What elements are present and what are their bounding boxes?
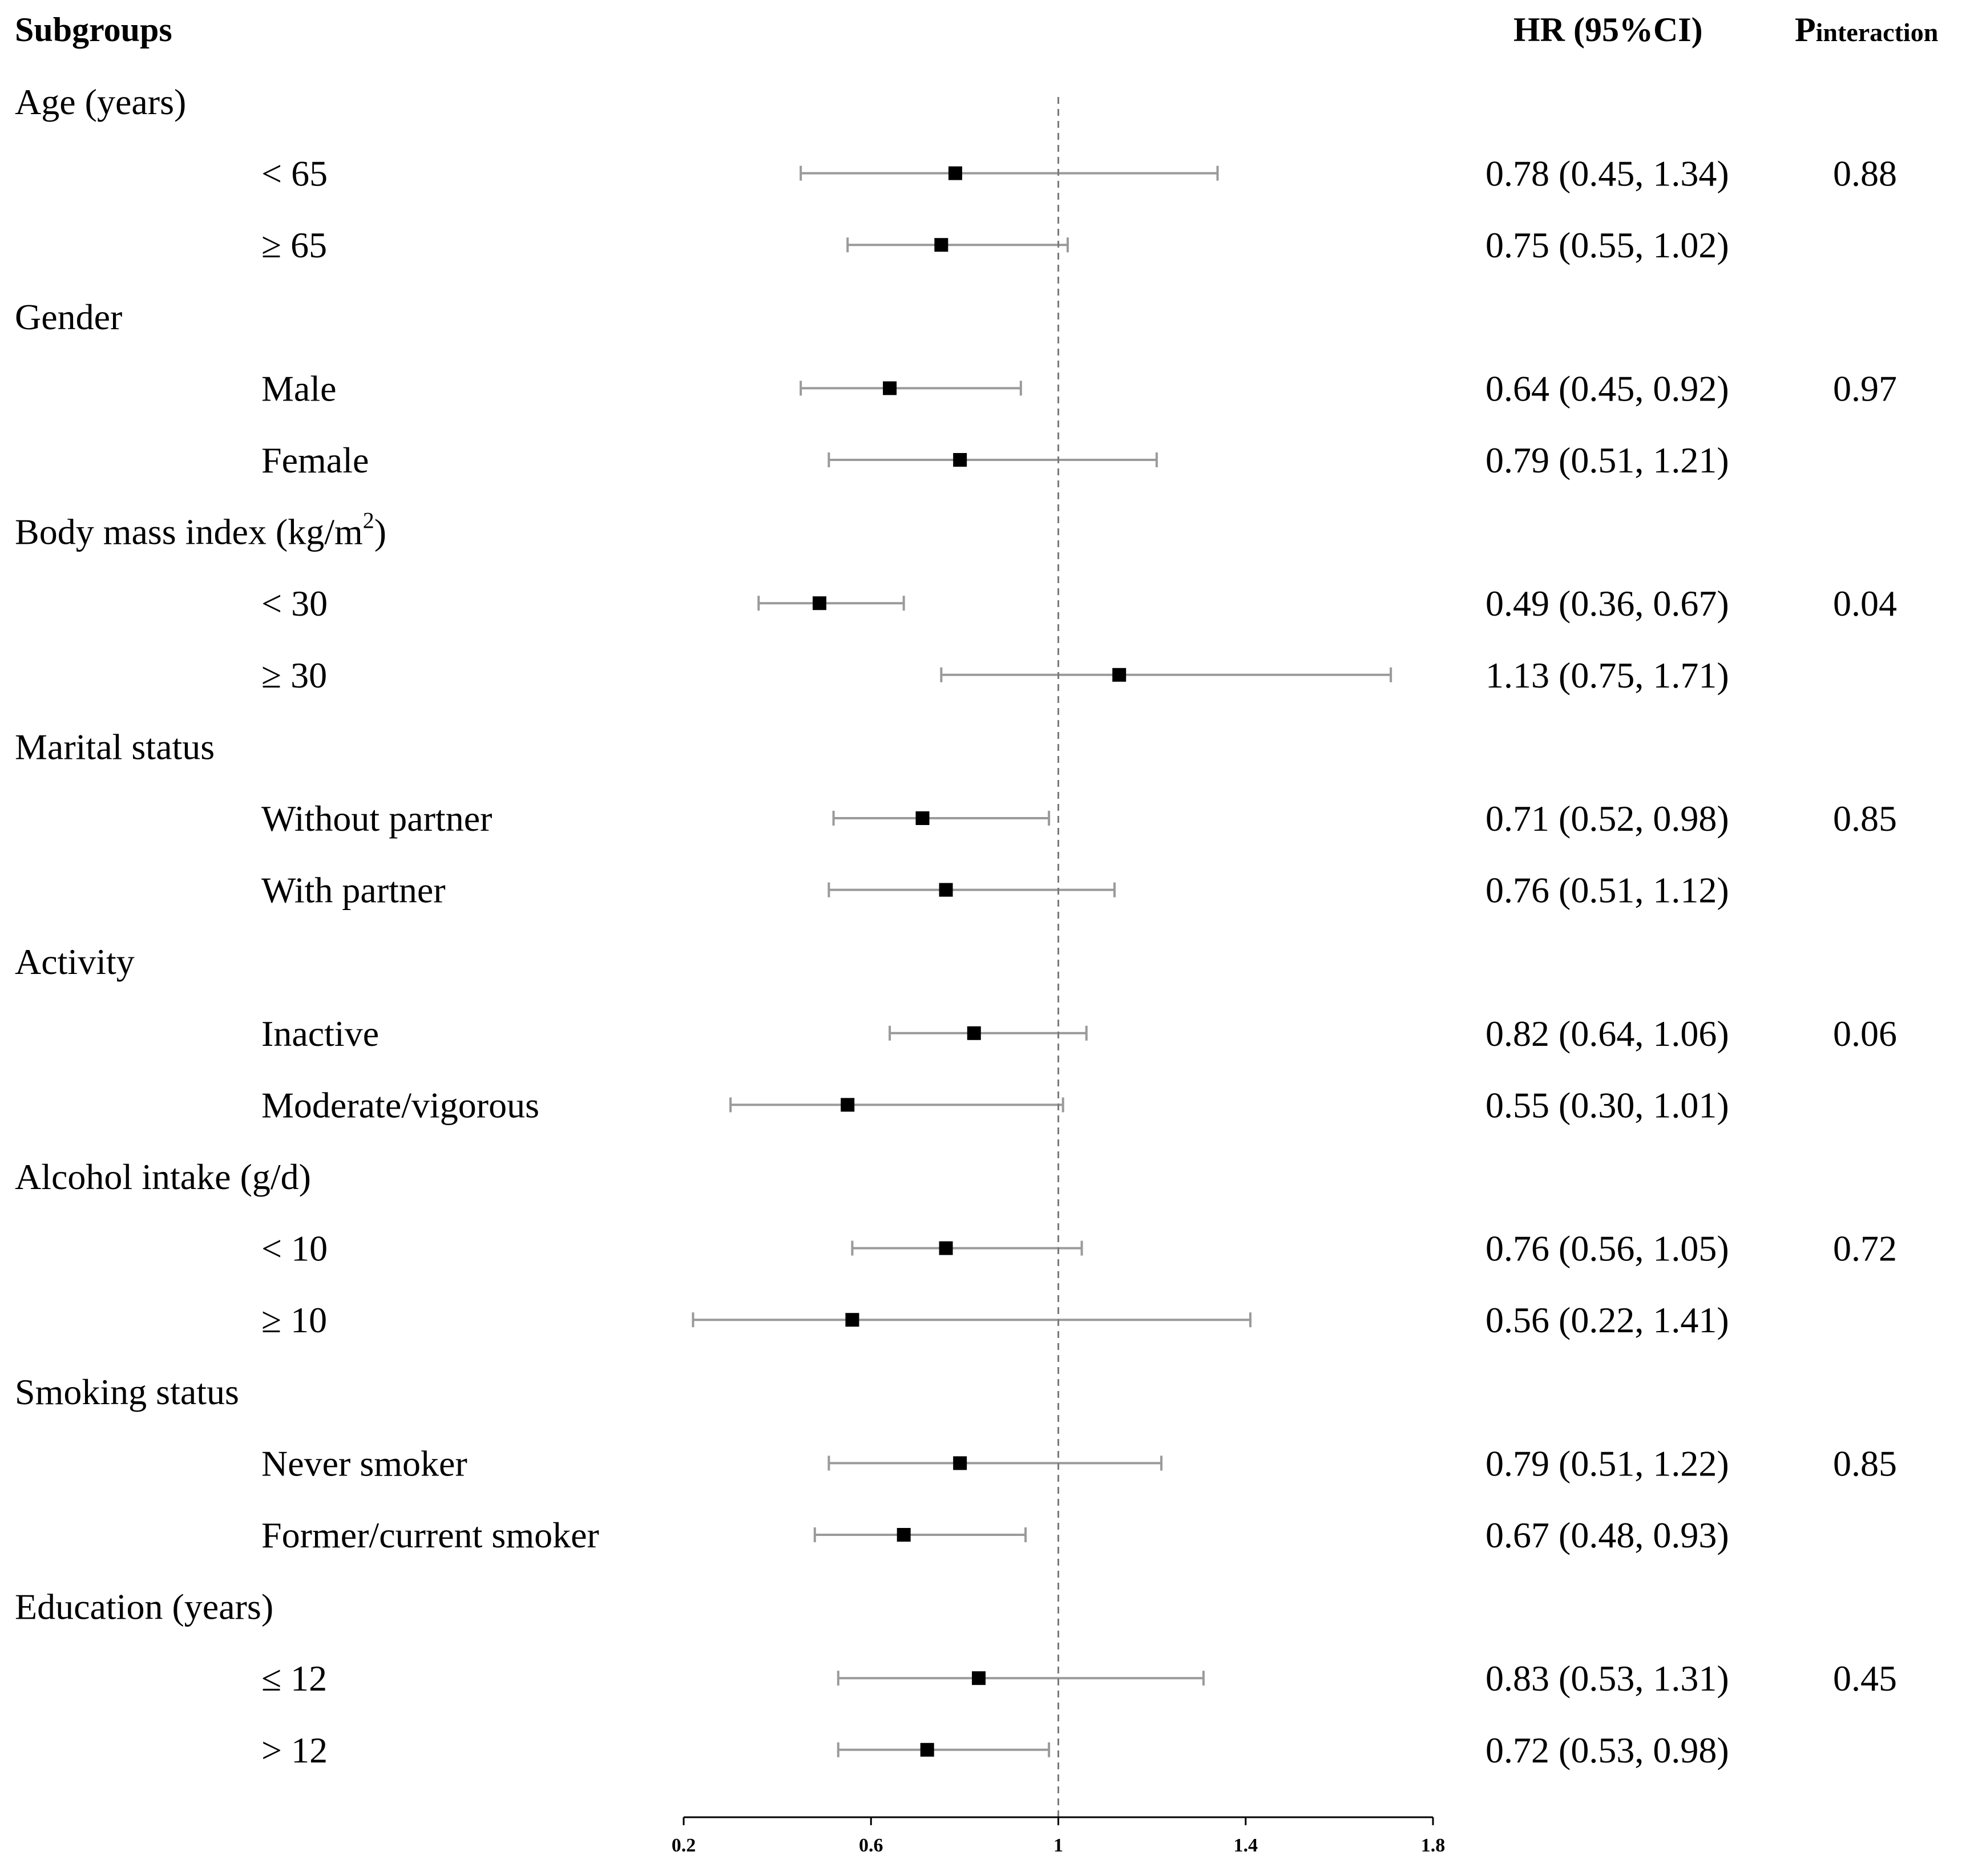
- p-interaction-value: 0.04: [1833, 583, 1897, 624]
- hr-ci-value: 0.76 (0.56, 1.05): [1485, 1228, 1729, 1269]
- subgroup-label: < 30: [261, 583, 328, 624]
- group-label-text: Alcohol intake (g/d): [15, 1157, 311, 1197]
- hr-point-marker: [1112, 668, 1127, 682]
- hr-ci-value: 0.49 (0.36, 0.67): [1485, 583, 1729, 624]
- hr-point-marker: [939, 883, 953, 897]
- hr-ci-value: 0.55 (0.30, 1.01): [1485, 1085, 1729, 1125]
- group-label: Activity: [15, 941, 135, 982]
- group-label-text: Gender: [15, 297, 122, 337]
- hr-ci-value: 1.13 (0.75, 1.71): [1485, 655, 1729, 696]
- hr-point-marker: [953, 1456, 967, 1470]
- hr-point-marker: [934, 238, 948, 252]
- hr-ci-value: 0.75 (0.55, 1.02): [1485, 225, 1729, 265]
- group-label-text: Body mass index (kg/m: [15, 512, 363, 552]
- subgroup-label: ≥ 10: [261, 1300, 327, 1340]
- rows-layer: Age (years) < 65 0.78 (0.45, 1.34) 0.88 ≥ 65…: [15, 82, 1897, 1770]
- hr-ci-value: 0.64 (0.45, 0.92): [1485, 368, 1729, 409]
- p-interaction-value: 0.45: [1833, 1658, 1897, 1699]
- p-interaction-value: 0.06: [1833, 1013, 1897, 1054]
- x-tick-label: 0.2: [672, 1835, 696, 1856]
- p-interaction-value: 0.88: [1833, 153, 1897, 194]
- group-label: Body mass index (kg/m2): [15, 508, 386, 552]
- subgroups-header: Subgroups: [15, 11, 172, 48]
- subgroup-label: Never smoker: [261, 1443, 467, 1483]
- subgroup-label: Without partner: [261, 798, 492, 839]
- x-tick-label: 1.8: [1421, 1835, 1446, 1856]
- subgroup-label: < 65: [261, 153, 328, 194]
- subgroup-label: > 12: [261, 1730, 328, 1770]
- group-label-text: Age (years): [15, 82, 186, 122]
- group-label: Alcohol intake (g/d): [15, 1157, 311, 1197]
- hr-ci-header: HR (95%CI): [1513, 11, 1703, 48]
- hr-point-marker: [897, 1528, 911, 1542]
- group-label-end: ): [374, 512, 386, 552]
- hr-point-marker: [939, 1241, 953, 1255]
- group-label: Marital status: [15, 726, 215, 767]
- group-label-text: Activity: [15, 941, 135, 982]
- hr-ci-value: 0.71 (0.52, 0.98): [1485, 798, 1729, 839]
- group-label-superscript: 2: [363, 508, 374, 533]
- p-interaction-header: Pinteraction: [1795, 11, 1938, 48]
- subgroup-label: Moderate/vigorous: [261, 1085, 539, 1125]
- hr-ci-value: 0.79 (0.51, 1.22): [1485, 1443, 1729, 1483]
- subgroup-label: ≤ 12: [261, 1658, 327, 1699]
- hr-ci-value: 0.76 (0.51, 1.12): [1485, 870, 1729, 911]
- subgroup-label: ≥ 30: [261, 655, 327, 696]
- hr-ci-value: 0.79 (0.51, 1.21): [1485, 440, 1729, 480]
- hr-point-marker: [948, 166, 962, 180]
- hr-ci-value: 0.72 (0.53, 0.98): [1485, 1730, 1729, 1770]
- group-label: Education (years): [15, 1587, 273, 1627]
- p-letter: P: [1795, 11, 1816, 48]
- group-label: Age (years): [15, 82, 186, 122]
- hr-point-marker: [953, 453, 967, 467]
- group-label-text: Smoking status: [15, 1372, 239, 1412]
- group-label: Gender: [15, 297, 122, 337]
- x-tick-label: 1: [1053, 1835, 1063, 1856]
- group-label-text: Education (years): [15, 1587, 273, 1627]
- group-label: Smoking status: [15, 1372, 239, 1412]
- subgroup-label: < 10: [261, 1228, 328, 1269]
- hr-ci-value: 0.67 (0.48, 0.93): [1485, 1515, 1729, 1555]
- hr-point-marker: [915, 811, 930, 825]
- hr-point-marker: [883, 381, 897, 395]
- hr-ci-value: 0.56 (0.22, 1.41): [1485, 1300, 1729, 1340]
- x-tick-label: 1.4: [1234, 1835, 1258, 1856]
- hr-point-marker: [845, 1313, 859, 1327]
- hr-point-marker: [967, 1026, 981, 1040]
- hr-ci-value: 0.82 (0.64, 1.06): [1485, 1013, 1729, 1054]
- subgroup-label: Male: [261, 368, 337, 409]
- hr-ci-value: 0.78 (0.45, 1.34): [1485, 153, 1729, 194]
- subgroup-label: Inactive: [261, 1013, 379, 1054]
- hr-point-marker: [920, 1742, 934, 1757]
- hr-point-marker: [841, 1098, 855, 1112]
- plot-area: [692, 97, 1392, 1817]
- x-axis: 0.2 0.6 1 1.4 1.8: [672, 1816, 1446, 1856]
- p-subscript: interaction: [1816, 18, 1939, 47]
- x-tick-label: 0.6: [859, 1835, 883, 1856]
- hr-point-marker: [812, 596, 826, 610]
- hr-point-marker: [971, 1671, 986, 1685]
- hr-ci-value: 0.83 (0.53, 1.31): [1485, 1658, 1729, 1699]
- group-label-text: Marital status: [15, 726, 215, 767]
- p-interaction-value: 0.85: [1833, 1443, 1897, 1483]
- subgroup-label: Female: [261, 440, 369, 480]
- subgroup-label: Former/current smoker: [261, 1515, 599, 1555]
- p-interaction-value: 0.97: [1833, 368, 1897, 409]
- subgroup-label: ≥ 65: [261, 225, 327, 265]
- p-interaction-value: 0.72: [1833, 1228, 1897, 1269]
- p-interaction-value: 0.85: [1833, 798, 1897, 839]
- subgroup-label: With partner: [261, 870, 446, 911]
